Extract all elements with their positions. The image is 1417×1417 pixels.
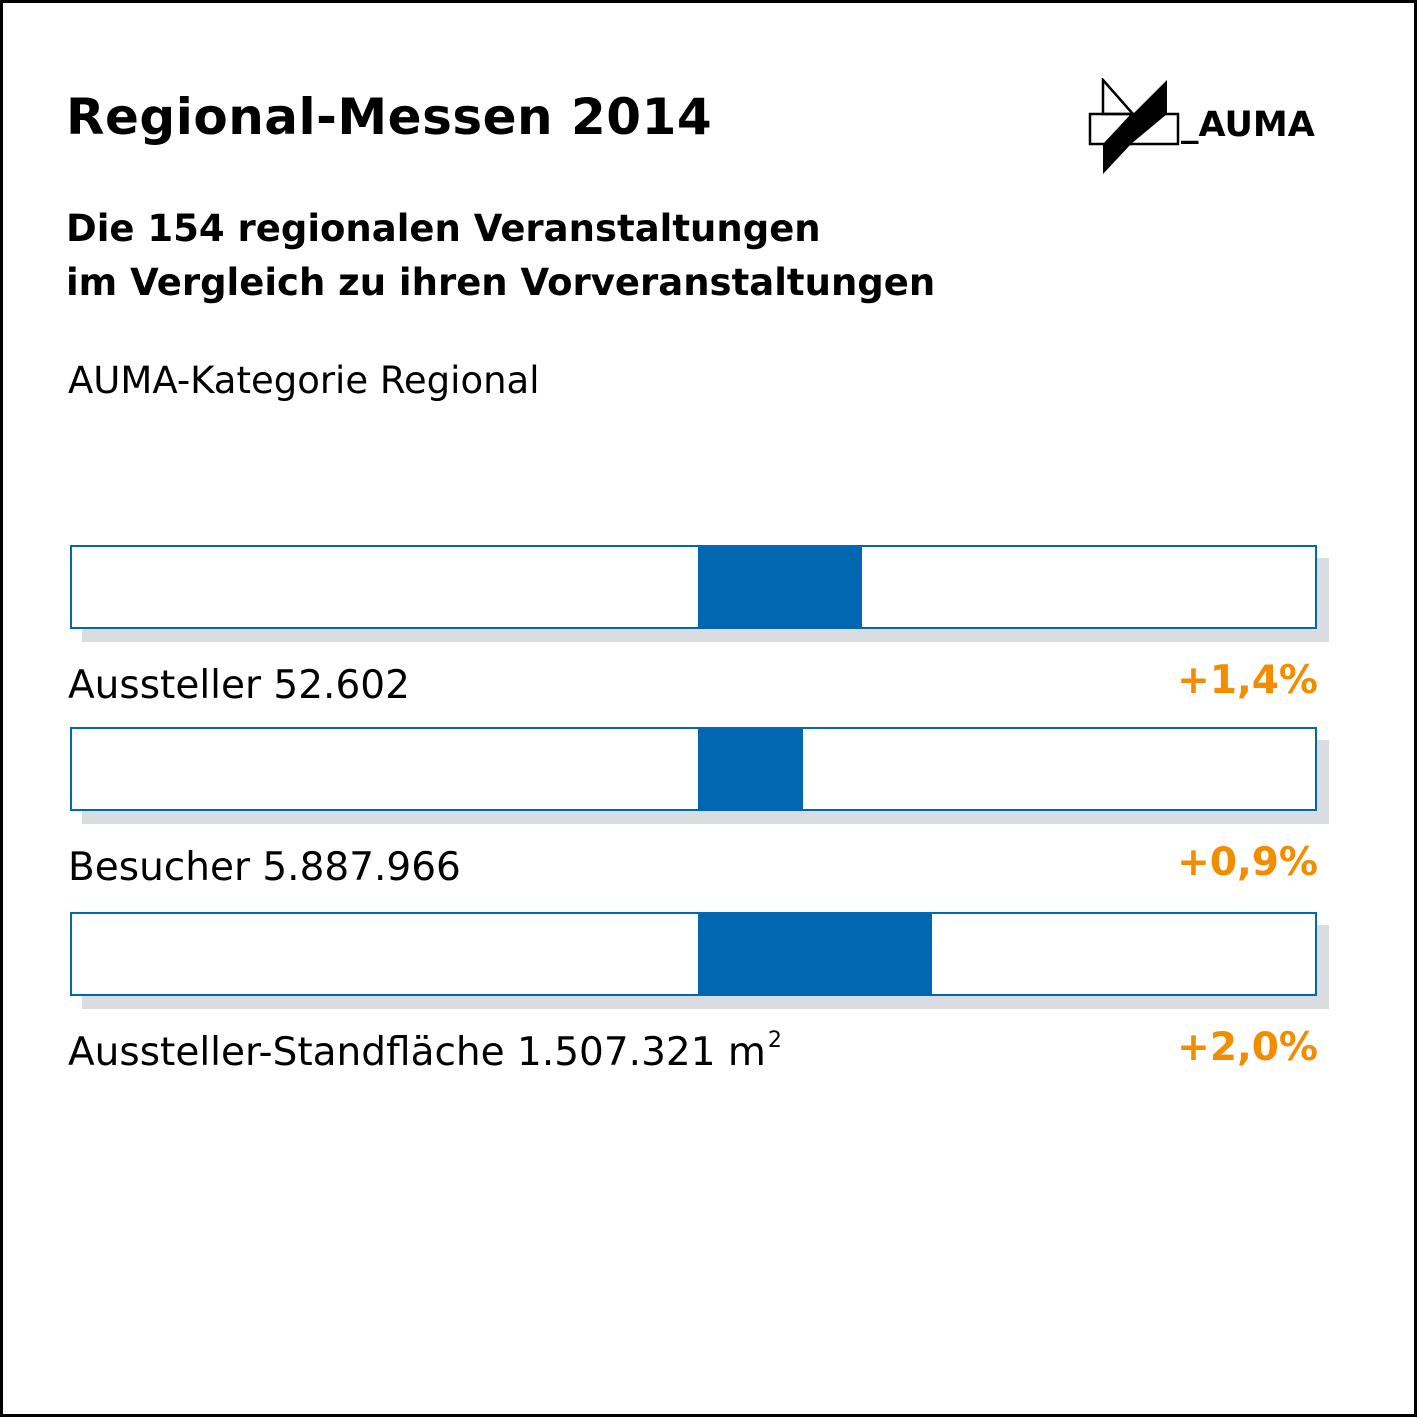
bar-track bbox=[70, 727, 1317, 811]
bar-value bbox=[698, 727, 803, 811]
row-label-text: Aussteller-Standfläche 1.507.321 m bbox=[68, 1030, 766, 1075]
subtitle-line-1: Die 154 regionalen Veranstaltungen bbox=[66, 207, 821, 250]
row-label: Aussteller-Standfläche 1.507.321 m2 bbox=[68, 1028, 782, 1075]
bar-value bbox=[698, 545, 862, 629]
row-label-text: Besucher 5.887.966 bbox=[68, 845, 461, 890]
row-label: Aussteller 52.602 bbox=[68, 663, 412, 705]
bar-track bbox=[70, 545, 1317, 629]
subtitle-line-2: im Vergleich zu ihren Vorveranstaltungen bbox=[66, 261, 936, 304]
bar-value bbox=[698, 912, 932, 996]
row-change-percent: +0,9% bbox=[1177, 840, 1318, 885]
row-label: Besucher 5.887.966 bbox=[68, 845, 463, 887]
auma-logo: _AUMA bbox=[1085, 76, 1325, 178]
bar-track bbox=[70, 912, 1317, 996]
chart-subtitle: Die 154 regionalen Veranstaltungen im Ve… bbox=[66, 202, 935, 310]
category-label: AUMA-Kategorie Regional bbox=[68, 359, 540, 402]
row-label-text: Aussteller 52.602 bbox=[68, 663, 410, 708]
row-label-unit: 2 bbox=[767, 1028, 782, 1053]
row-change-percent: +1,4% bbox=[1177, 658, 1318, 703]
chart-title: Regional-Messen 2014 bbox=[66, 88, 713, 146]
row-change-percent: +2,0% bbox=[1177, 1025, 1318, 1070]
auma-logo-text: _AUMA bbox=[1181, 105, 1315, 145]
auma-logo-icon bbox=[1088, 76, 1180, 174]
